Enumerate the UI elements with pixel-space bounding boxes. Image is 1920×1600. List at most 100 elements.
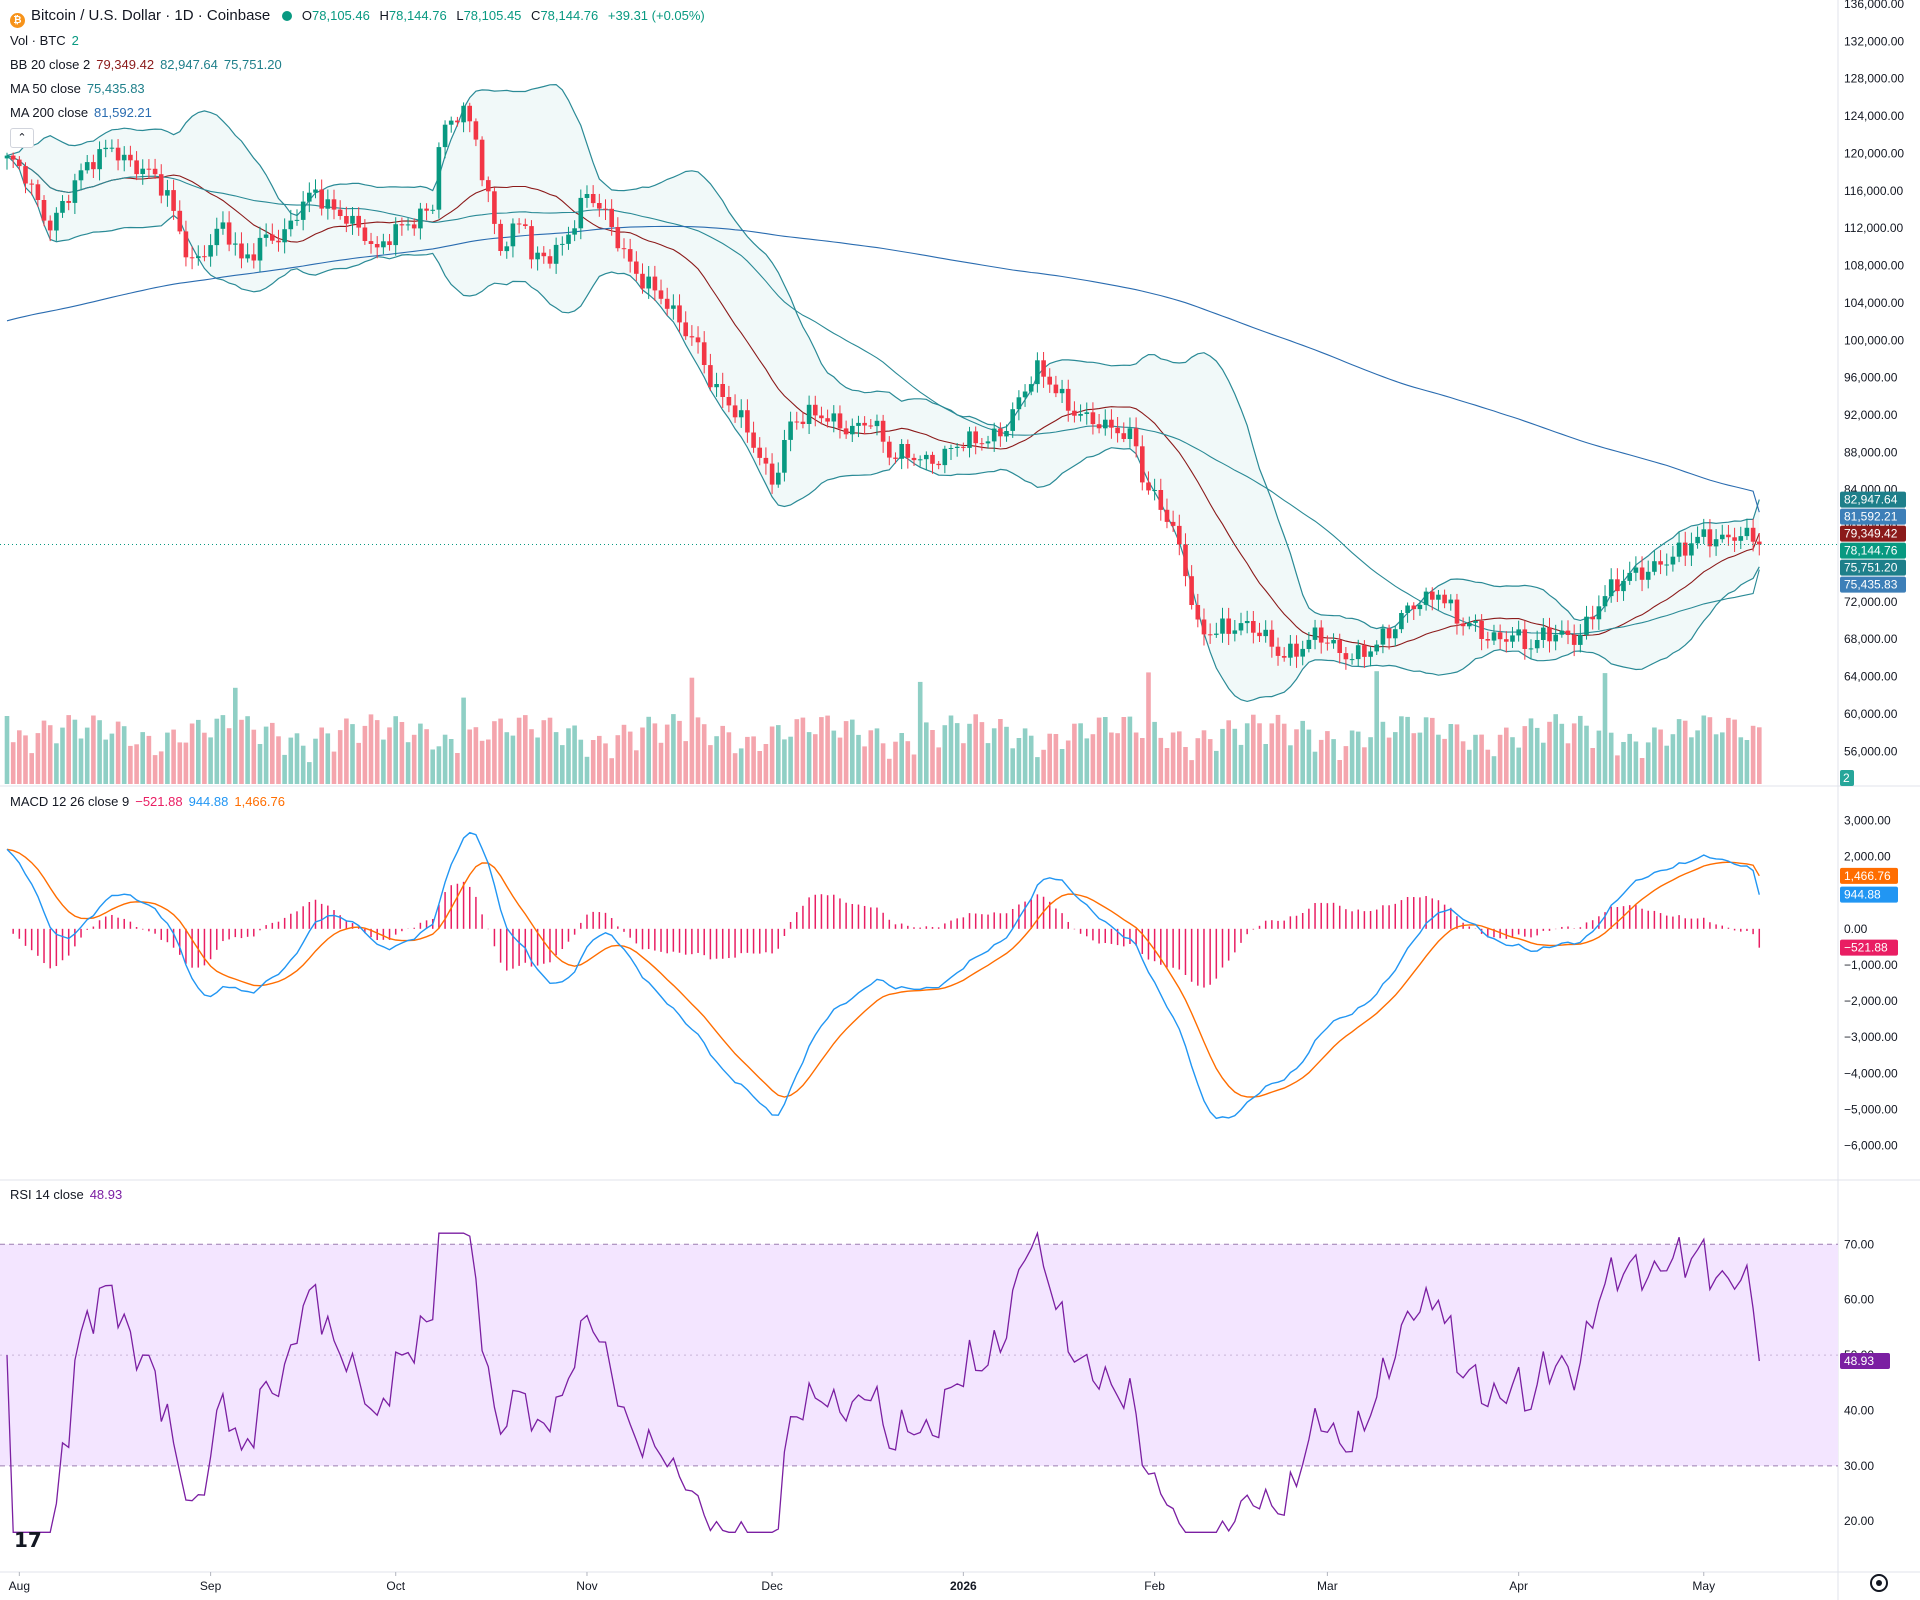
candle-body <box>66 201 71 203</box>
volume-bar <box>1232 728 1238 784</box>
volume-bar <box>1670 734 1676 784</box>
candle-body <box>29 183 34 185</box>
candle-body <box>1294 643 1299 657</box>
candle-body <box>10 155 16 160</box>
volume-bar <box>1220 728 1225 784</box>
candle-body <box>1738 536 1744 541</box>
volume-bar <box>1318 739 1324 784</box>
volume-bar <box>1158 737 1164 784</box>
bitcoin-icon: ₿ <box>10 13 25 28</box>
volume-bar <box>1312 751 1318 784</box>
candle-body <box>362 227 368 241</box>
volume-bar <box>1436 734 1441 784</box>
volume-bar <box>1750 725 1756 784</box>
tradingview-logo-icon[interactable]: 17 <box>14 1528 42 1552</box>
volume-bar <box>202 732 207 784</box>
candle-body <box>776 472 781 485</box>
volume-bar <box>1072 723 1077 784</box>
candle-body <box>1491 632 1497 641</box>
time-axis-label-apr: Apr <box>1509 1579 1528 1593</box>
volume-bar <box>245 716 250 784</box>
volume-bar <box>152 755 158 784</box>
candle-body <box>1386 628 1392 639</box>
ma200-legend[interactable]: MA 200 close 81,592.21 <box>10 105 152 120</box>
ma50-legend[interactable]: MA 50 close 75,435.83 <box>10 81 145 96</box>
macd-tag-label-macd: 944.88 <box>1844 888 1881 902</box>
volume-legend[interactable]: Vol · BTC 2 <box>10 33 79 48</box>
volume-bar <box>1627 733 1632 784</box>
volume-bar <box>1571 723 1577 784</box>
volume-bar <box>887 758 892 784</box>
candle-body <box>523 224 528 226</box>
candle-body <box>1658 561 1663 565</box>
volume-bar <box>510 735 516 784</box>
macd-tick-label: −1,000.00 <box>1844 958 1898 972</box>
candle-body <box>1022 391 1028 398</box>
volume-bar <box>140 732 145 784</box>
volume-bar <box>183 742 189 784</box>
volume-bar <box>23 735 28 784</box>
candle-body <box>603 208 608 210</box>
candle-body <box>1720 534 1725 540</box>
candle-body <box>954 446 960 448</box>
candle-body <box>1627 572 1632 581</box>
volume-bar <box>1423 717 1429 784</box>
volume-bar <box>529 729 534 784</box>
symbol-legend[interactable]: ₿ Bitcoin / U.S. Dollar · 1D · Coinbase O… <box>10 8 711 28</box>
volume-bar <box>1633 741 1639 784</box>
macd-legend[interactable]: MACD 12 26 close 9 −521.88 944.88 1,466.76 <box>10 794 285 809</box>
candle-body <box>140 168 145 174</box>
rsi-legend[interactable]: RSI 14 close 48.93 <box>10 1187 123 1202</box>
bb-band-fill <box>7 84 1760 702</box>
gear-icon[interactable] <box>1870 1574 1888 1592</box>
volume-bar <box>862 746 867 784</box>
volume-bar <box>270 722 275 784</box>
candle-body <box>1275 646 1281 656</box>
volume-bar <box>103 739 108 784</box>
volume-bar <box>393 716 398 784</box>
volume-tag <box>1840 770 1854 786</box>
candle-body <box>202 256 207 258</box>
volume-bar <box>1300 720 1305 784</box>
candle-body <box>1127 428 1133 439</box>
price-tag-label-bb_upper: 82,947.64 <box>1844 493 1898 507</box>
volume-bar <box>1368 737 1373 784</box>
candle-body <box>1343 653 1349 660</box>
candle-body <box>967 431 972 448</box>
candle-body <box>1244 621 1250 624</box>
volume-bar <box>387 727 392 784</box>
macd-signal-line <box>6 848 1760 1098</box>
macd-tag-hist <box>1840 939 1898 956</box>
candle-body <box>738 410 744 418</box>
volume-bar <box>442 734 448 784</box>
candle-body <box>23 166 28 184</box>
candle-body <box>1072 410 1077 416</box>
candle-body <box>1201 619 1207 635</box>
volume-bar <box>1090 734 1096 784</box>
volume-bar <box>1726 717 1731 784</box>
volume-bar <box>745 736 750 784</box>
volume-bar <box>196 719 201 784</box>
collapse-legend-button[interactable]: ⌃ <box>10 128 34 148</box>
volume-bar <box>1288 745 1293 784</box>
volume-bar <box>763 744 769 784</box>
macd-tag-label-hist: −521.88 <box>1844 941 1888 955</box>
candle-body <box>35 184 41 200</box>
volume-bar <box>609 758 614 784</box>
candle-body <box>677 305 682 323</box>
volume-bar <box>1343 746 1349 784</box>
volume-bar <box>1707 717 1713 784</box>
bb-legend[interactable]: BB 20 close 2 79,349.42 82,947.64 75,751.20 <box>10 57 282 72</box>
candle-body <box>1596 606 1602 620</box>
candle-body <box>189 257 195 259</box>
rsi-tick-label: 30.00 <box>1844 1459 1874 1473</box>
volume-bar <box>171 729 176 784</box>
candle-body <box>1140 446 1145 483</box>
candle-body <box>1232 630 1238 634</box>
volume-bar <box>486 739 491 784</box>
candle-body <box>1504 639 1509 642</box>
volume-bar <box>418 723 423 784</box>
candle-body <box>1084 412 1090 414</box>
